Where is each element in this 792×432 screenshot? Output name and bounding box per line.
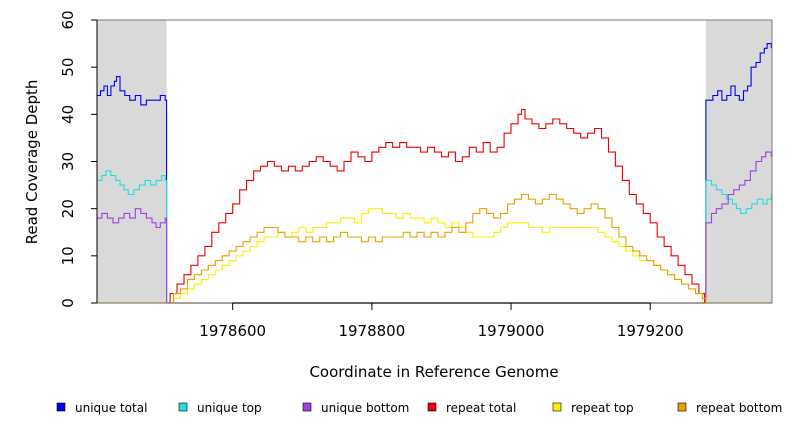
x-tick-label: 1978600	[199, 322, 266, 340]
y-tick-label: 40	[59, 105, 77, 124]
x-axis-title: Coordinate in Reference Genome	[309, 363, 558, 381]
legend-label-repeat-top: repeat top	[571, 401, 634, 415]
y-tick-label: 0	[59, 298, 77, 308]
y-tick-label: 20	[59, 199, 77, 218]
legend-swatch-unique-bottom	[302, 402, 312, 412]
series-line-repeat-total	[166, 109, 706, 304]
legend: unique total unique top unique bottom repea…	[56, 401, 782, 415]
y-axis-title: Read Coverage Depth	[23, 80, 41, 245]
x-tick-label: 1978800	[338, 322, 405, 340]
legend-swatch-unique-top	[178, 402, 188, 412]
series-line-unique-bottom	[97, 151, 772, 304]
x-tick-label: 1979200	[617, 322, 684, 340]
y-axis: 0 10 20 30 40 50 60	[59, 10, 98, 308]
legend-swatch-unique-total	[56, 402, 66, 412]
y-tick-label: 50	[59, 58, 77, 77]
y-tick-label: 30	[59, 152, 77, 171]
legend-label-repeat-bottom: repeat bottom	[696, 401, 782, 415]
x-axis: 1978600 1978800 1979000 1979200	[199, 302, 684, 340]
legend-swatch-repeat-bottom	[677, 402, 687, 412]
x-tick-label: 1979000	[478, 322, 545, 340]
legend-label-unique-top: unique top	[197, 401, 262, 415]
series-line-repeat-bottom	[166, 193, 707, 304]
series-line-repeat-top	[166, 208, 703, 304]
shaded-region-1	[97, 20, 167, 303]
y-tick-label: 10	[59, 246, 77, 265]
legend-label-unique-total: unique total	[75, 401, 147, 415]
legend-label-repeat-total: repeat total	[446, 401, 516, 415]
y-tick-label: 60	[59, 10, 77, 29]
legend-swatch-repeat-top	[552, 402, 562, 412]
legend-label-unique-bottom: unique bottom	[321, 401, 409, 415]
legend-swatch-repeat-total	[427, 402, 437, 412]
